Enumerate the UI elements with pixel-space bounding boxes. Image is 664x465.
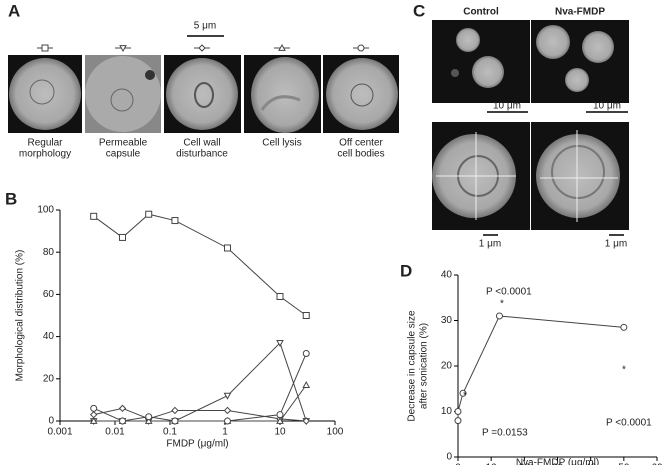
y-tick-label: 20 [441,361,453,372]
panel-label: C [413,1,425,20]
x-tick-label: 0 [455,463,461,465]
y-tick-label: 10 [441,406,453,417]
marker [223,417,231,425]
caption: Cell wall [183,138,220,149]
y-tick-label: 0 [446,452,452,463]
marker [302,417,310,425]
y-tick-label: 0 [48,416,54,427]
scale-label: 1 μm [605,239,627,250]
x-tick-label: 100 [327,427,344,438]
marker [90,404,98,412]
panel-label: D [400,261,412,280]
panel-c-images [430,20,629,236]
marker [171,217,179,225]
marker [145,413,153,421]
scale-label: 10 μm [493,101,521,112]
marker [171,406,179,415]
marker [620,323,628,331]
panel-label: B [5,189,17,208]
marker [119,233,127,241]
x-tick-label: 50 [618,463,630,465]
y-axis-title: Morphological distribution (%) [15,250,26,382]
marker [276,293,284,301]
marker [276,411,284,419]
caption: disturbance [176,149,228,160]
scale-label: 5 μm [194,21,216,32]
marker [118,404,127,413]
marker [357,44,365,52]
marker [119,45,127,53]
marker [495,312,503,320]
x-tick-label: 1 [222,427,228,438]
y-tick-label: 40 [43,331,55,342]
x-tick-label: 20 [519,463,531,465]
marker [90,212,98,220]
marker [223,244,231,252]
marker [119,417,127,425]
annotation: P <0.0001 [486,287,532,298]
marker [223,392,232,400]
annotation: * [622,365,626,376]
marker [302,381,311,389]
column-label: Control [463,7,499,18]
marker [276,340,284,347]
x-tick-label: 0.1 [163,427,177,438]
x-tick-label: 10 [486,463,498,465]
marker [223,406,232,415]
x-axis-title: Nva-FMDP (μg/ml) [516,458,599,465]
marker [41,44,49,52]
marker [459,389,467,397]
x-axis-title: FMDP (μg/ml) [166,439,228,450]
x-tick-label: 60 [651,463,663,465]
marker [454,417,462,425]
column-label: Nva-FMDP [555,7,605,18]
marker [89,416,98,424]
annotation: P =0.0153 [482,428,528,439]
x-tick-label: 10 [274,427,286,438]
y-tick-label: 100 [37,205,54,216]
scale-label: 10 μm [593,101,621,112]
line [457,315,624,421]
panel-a-images [8,35,399,133]
caption: morphology [19,149,71,160]
annotation: * [463,391,467,402]
caption: Off center [339,138,383,149]
caption: cell bodies [337,149,384,160]
x-tick-label: 0.001 [47,427,72,438]
y-tick-label: 30 [441,315,453,326]
y-tick-label: 80 [43,247,55,258]
caption: capsule [106,149,141,160]
x-tick-label: 30 [552,463,564,465]
scale-label: 1 μm [479,239,501,250]
marker [89,410,98,419]
marker [278,43,286,51]
y-axis-title: after sonication (%) [419,323,430,409]
caption: Cell lysis [262,138,301,149]
marker [454,408,462,415]
panel-label: A [8,1,20,20]
marker [144,416,153,424]
y-tick-label: 40 [441,270,453,281]
line [93,213,307,316]
annotation: P <0.0001 [606,418,652,429]
x-tick-label: 0.01 [105,427,125,438]
marker [302,312,310,319]
y-tick-label: 20 [43,373,55,384]
marker [302,349,310,357]
marker [276,416,284,424]
x-tick-label: 40 [585,463,597,465]
annotation: * [500,299,504,310]
caption: Regular [27,138,63,149]
marker [171,417,179,425]
marker [145,210,153,218]
y-axis-title: Decrease in capsule size [407,310,418,422]
y-tick-label: 60 [43,289,55,300]
caption: Permeable [99,138,148,149]
marker [198,44,206,52]
